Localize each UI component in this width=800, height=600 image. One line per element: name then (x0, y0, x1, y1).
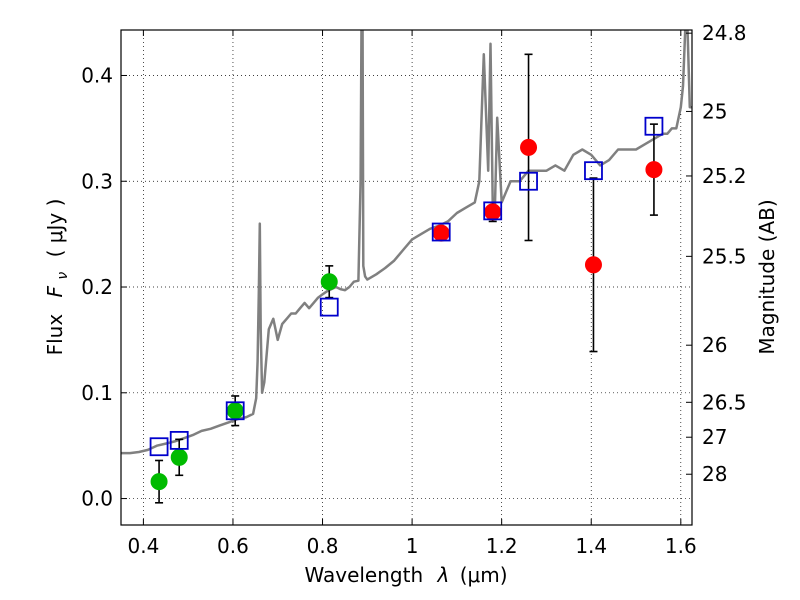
x-tick-label: 0.6 (217, 534, 249, 558)
x-axis-label-symbol: λ (437, 563, 450, 587)
x-tick-label: 1.6 (665, 534, 697, 558)
x-tick-label: 1.2 (486, 534, 518, 558)
x-axis-label-main: Wavelength (304, 563, 423, 587)
optical-point (226, 402, 244, 420)
nir-point (520, 138, 538, 156)
y-axis-label-main: Flux (43, 314, 67, 356)
x-tick-label: 0.4 (127, 534, 159, 558)
x-axis: 0.4 0.6 0.8 1 1.2 1.4 1.6 (127, 30, 697, 558)
y-axis-label-symbol: F (43, 285, 67, 297)
optical-point (150, 473, 168, 491)
y2-tick-label: 25.5 (702, 244, 747, 268)
y2-tick-label: 28 (702, 462, 727, 486)
model-square (225, 401, 245, 421)
y-tick-label: 0.2 (81, 275, 113, 299)
y-axis-right: 24.8 25 25.2 25.5 26 26.5 27 28 (686, 21, 747, 486)
y-tick-label: 0.1 (81, 381, 113, 405)
model-square (519, 171, 538, 191)
y-tick-label: 0.3 (81, 169, 113, 193)
grid-lines (121, 30, 692, 525)
y-axis-left: 0.0 0.1 0.2 0.3 0.4 (81, 63, 127, 511)
model-spectrum (121, 30, 692, 455)
y-tick-label: 0.4 (81, 63, 113, 87)
spectrum-line (121, 30, 692, 455)
model-square (431, 222, 451, 242)
nir-point (645, 161, 663, 179)
x-axis-label: Wavelength λ (μm) (304, 563, 507, 587)
y2-axis-label: Magnitude (AB) (755, 199, 779, 354)
y2-tick-label: 25.2 (702, 164, 747, 188)
model-square (584, 161, 603, 181)
optical-point (170, 448, 188, 466)
model-square (644, 116, 664, 136)
y-tick-label: 0.0 (81, 487, 113, 511)
y2-tick-label: 27 (702, 425, 727, 449)
y-axis-label-subscript: ν (55, 272, 71, 280)
x-tick-label: 1 (406, 534, 419, 558)
plot-area (121, 30, 692, 525)
optical-point (320, 273, 338, 291)
nir-point (484, 203, 502, 221)
model-square (149, 437, 169, 457)
y2-tick-label: 24.8 (702, 21, 747, 45)
model-square (483, 201, 503, 221)
y2-tick-label: 26 (702, 333, 727, 357)
y-axis-label-unit: ( μJy ) (43, 199, 67, 258)
x-axis-label-unit: (μm) (460, 563, 508, 587)
x-tick-label: 1.4 (575, 534, 607, 558)
data-points (149, 116, 664, 491)
x-tick-label: 0.8 (307, 534, 339, 558)
y2-tick-label: 25 (702, 99, 727, 123)
model-square (169, 430, 189, 450)
nir-point (432, 224, 450, 242)
y-axis-label: Flux F ν ( μJy ) (43, 199, 72, 356)
y2-tick-label: 26.5 (702, 390, 747, 414)
plot-frame (120, 29, 693, 526)
model-square (319, 297, 339, 317)
nir-point (584, 256, 602, 274)
